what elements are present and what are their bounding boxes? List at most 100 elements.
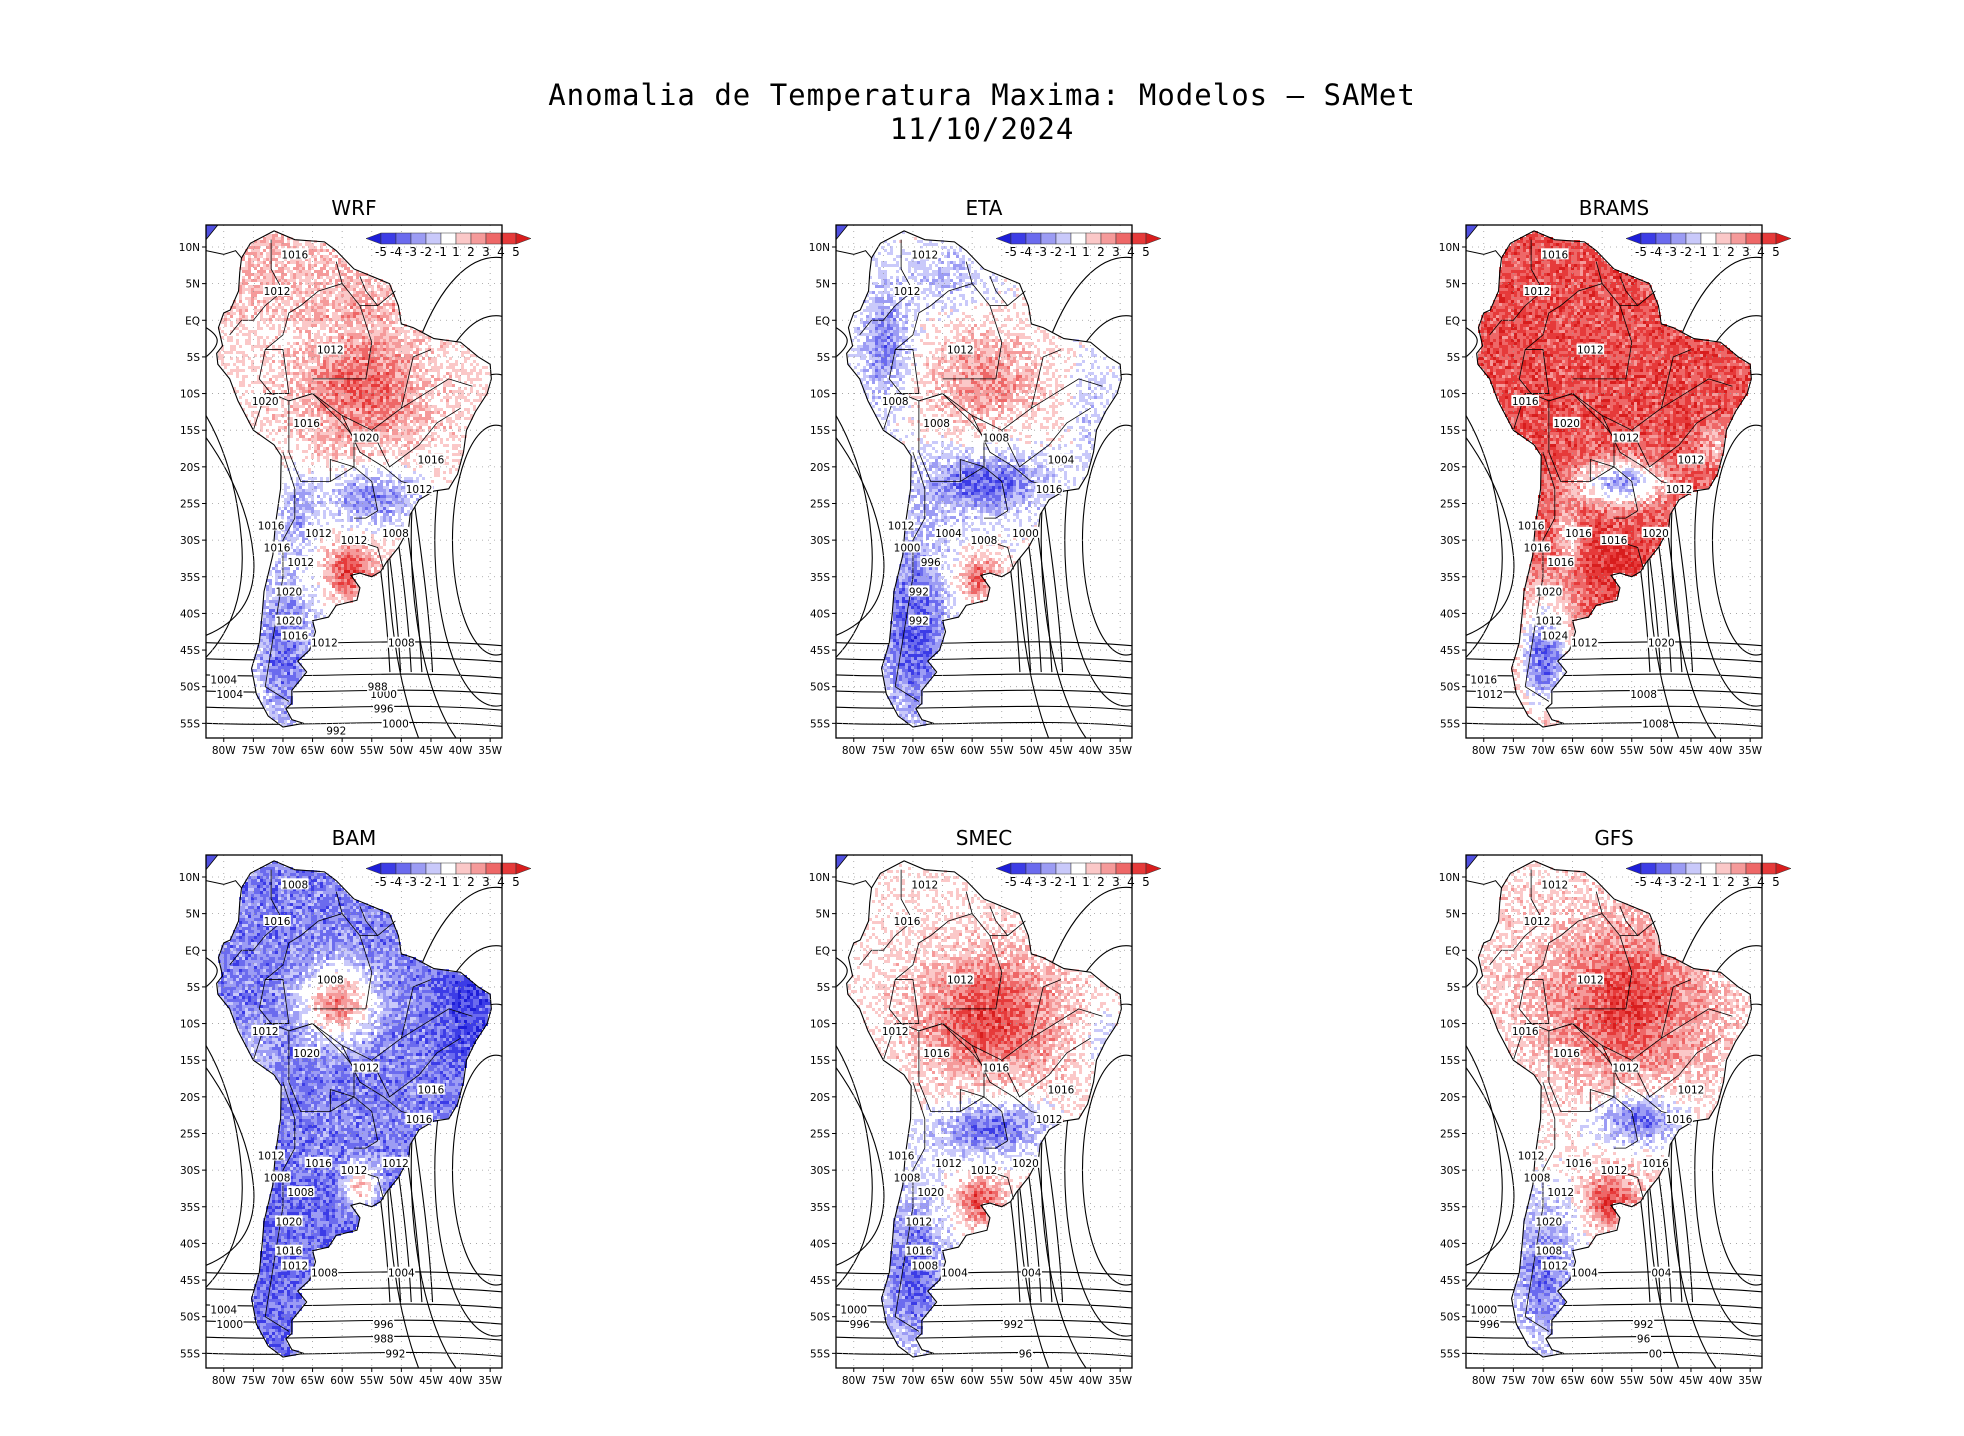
anomaly-pixel bbox=[392, 504, 395, 507]
anomaly-pixel bbox=[380, 327, 383, 330]
anomaly-pixel bbox=[317, 369, 320, 372]
anomaly-pixel bbox=[359, 318, 362, 321]
anomaly-pixel bbox=[341, 339, 344, 342]
anomaly-pixel bbox=[224, 324, 227, 327]
anomaly-pixel bbox=[233, 306, 236, 309]
anomaly-pixel bbox=[392, 393, 395, 396]
anomaly-pixel bbox=[293, 651, 296, 654]
anomaly-pixel bbox=[368, 501, 371, 504]
anomaly-pixel bbox=[377, 570, 380, 573]
anomaly-pixel bbox=[272, 672, 275, 675]
anomaly-pixel bbox=[365, 498, 368, 501]
anomaly-pixel bbox=[299, 639, 302, 642]
anomaly-pixel bbox=[320, 309, 323, 312]
anomaly-pixel bbox=[326, 339, 329, 342]
anomaly-pixel bbox=[395, 309, 398, 312]
anomaly-pixel bbox=[269, 594, 272, 597]
border-line bbox=[264, 452, 296, 702]
anomaly-pixel bbox=[254, 669, 257, 672]
anomaly-pixel bbox=[356, 480, 359, 483]
anomaly-pixel bbox=[230, 339, 233, 342]
anomaly-pixel bbox=[293, 282, 296, 285]
anomaly-pixel bbox=[359, 297, 362, 300]
anomaly-pixel bbox=[272, 660, 275, 663]
anomaly-pixel bbox=[350, 297, 353, 300]
anomaly-pixel bbox=[395, 387, 398, 390]
anomaly-pixel bbox=[356, 393, 359, 396]
anomaly-pixel bbox=[410, 342, 413, 345]
anomaly-pixel bbox=[344, 351, 347, 354]
anomaly-pixel bbox=[404, 336, 407, 339]
anomaly-pixel bbox=[380, 483, 383, 486]
anomaly-pixel bbox=[281, 510, 284, 513]
anomaly-pixel bbox=[326, 369, 329, 372]
anomaly-pixel bbox=[425, 393, 428, 396]
anomaly-pixel bbox=[341, 306, 344, 309]
anomaly-pixel bbox=[287, 552, 290, 555]
anomaly-pixel bbox=[335, 363, 338, 366]
isobar-label: 1012 bbox=[406, 484, 433, 496]
anomaly-pixel bbox=[365, 378, 368, 381]
anomaly-pixel bbox=[335, 378, 338, 381]
anomaly-pixel bbox=[332, 357, 335, 360]
anomaly-pixel bbox=[287, 486, 290, 489]
anomaly-pixel bbox=[413, 390, 416, 393]
anomaly-pixel bbox=[251, 390, 254, 393]
anomaly-pixel bbox=[284, 420, 287, 423]
anomaly-pixel bbox=[254, 657, 257, 660]
anomaly-pixel bbox=[392, 417, 395, 420]
anomaly-pixel bbox=[392, 510, 395, 513]
anomaly-pixel bbox=[269, 357, 272, 360]
anomaly-pixel bbox=[374, 429, 377, 432]
anomaly-pixel bbox=[380, 360, 383, 363]
anomaly-pixel bbox=[410, 402, 413, 405]
anomaly-pixel bbox=[233, 387, 236, 390]
anomaly-pixel bbox=[257, 291, 260, 294]
anomaly-pixel bbox=[308, 540, 311, 543]
anomaly-pixel bbox=[428, 450, 431, 453]
anomaly-pixel bbox=[296, 600, 299, 603]
anomaly-pixel bbox=[254, 273, 257, 276]
anomaly-pixel bbox=[284, 303, 287, 306]
anomaly-pixel bbox=[296, 321, 299, 324]
anomaly-pixel bbox=[416, 393, 419, 396]
anomaly-pixel bbox=[338, 432, 341, 435]
anomaly-pixel bbox=[368, 390, 371, 393]
anomaly-pixel bbox=[275, 270, 278, 273]
anomaly-pixel bbox=[320, 414, 323, 417]
anomaly-pixel bbox=[446, 384, 449, 387]
anomaly-pixel bbox=[335, 585, 338, 588]
anomaly-pixel bbox=[296, 534, 299, 537]
anomaly-pixel bbox=[347, 354, 350, 357]
anomaly-pixel bbox=[374, 345, 377, 348]
anomaly-pixel bbox=[365, 411, 368, 414]
anomaly-pixel bbox=[302, 519, 305, 522]
anomaly-pixel bbox=[467, 417, 470, 420]
anomaly-pixel bbox=[437, 471, 440, 474]
anomaly-pixel bbox=[353, 318, 356, 321]
anomaly-pixel bbox=[395, 348, 398, 351]
anomaly-pixel bbox=[329, 342, 332, 345]
anomaly-pixel bbox=[350, 504, 353, 507]
anomaly-pixel bbox=[371, 297, 374, 300]
anomaly-pixel bbox=[314, 255, 317, 258]
anomaly-pixel bbox=[296, 675, 299, 678]
anomaly-pixel bbox=[302, 327, 305, 330]
map-panel-wrf: WRF 1012 1016 1012 1012 1020 1016 1020 1016 1012 1… bbox=[148, 195, 532, 757]
anomaly-pixel bbox=[440, 399, 443, 402]
anomaly-pixel bbox=[308, 318, 311, 321]
anomaly-pixel bbox=[254, 297, 257, 300]
anomaly-pixel bbox=[404, 438, 407, 441]
anomaly-pixel bbox=[449, 435, 452, 438]
anomaly-pixel bbox=[272, 654, 275, 657]
anomaly-pixel bbox=[371, 414, 374, 417]
anomaly-pixel bbox=[374, 384, 377, 387]
anomaly-pixel bbox=[239, 297, 242, 300]
anomaly-pixel bbox=[284, 723, 287, 726]
anomaly-pixel bbox=[389, 411, 392, 414]
anomaly-pixel bbox=[350, 591, 353, 594]
anomaly-pixel bbox=[377, 510, 380, 513]
anomaly-pixel bbox=[284, 558, 287, 561]
anomaly-pixel bbox=[236, 333, 239, 336]
anomaly-pixel bbox=[386, 516, 389, 519]
